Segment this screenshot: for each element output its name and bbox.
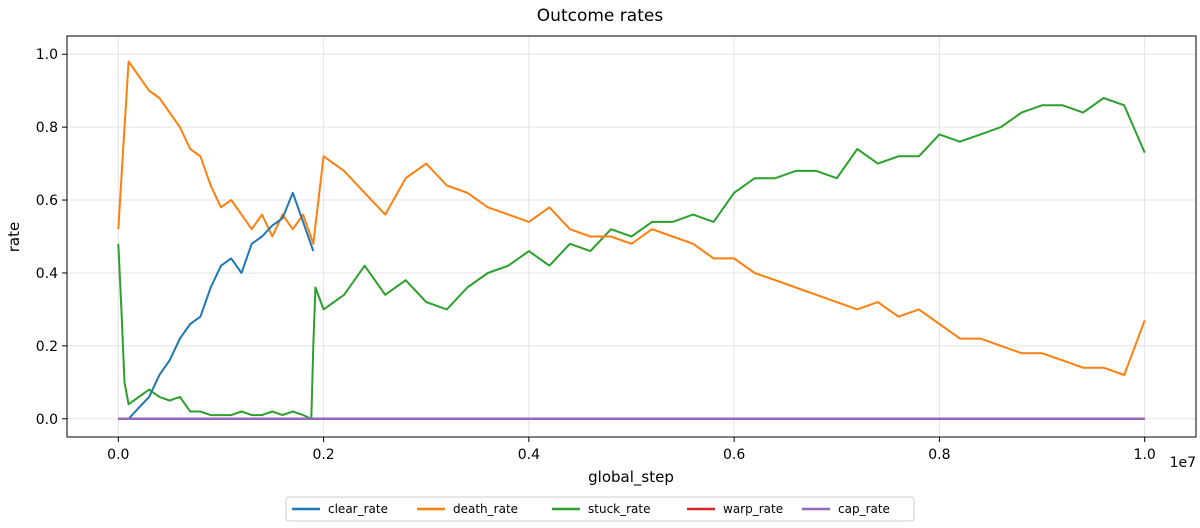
y-tick-label: 1.0 (36, 47, 58, 63)
legend-label-clear-rate: clear_rate (328, 502, 388, 516)
legend-label-death-rate: death_rate (453, 502, 518, 516)
x-axis-scale-label: 1e7 (1170, 455, 1196, 471)
legend-label-warp-rate: warp_rate (723, 502, 783, 516)
x-tick-label: 0.0 (107, 447, 129, 463)
x-tick-label: 0.2 (312, 447, 334, 463)
plot-area (66, 35, 1197, 438)
x-axis-label: global_step (588, 468, 674, 487)
legend: clear_rate death_rate stuck_rate warp_rate c… (285, 496, 915, 522)
x-tick-label: 0.6 (723, 447, 745, 463)
y-tick-label: 0.0 (36, 412, 58, 428)
y-axis-label: rate (5, 222, 23, 252)
legend-label-cap-rate: cap_rate (838, 502, 890, 516)
y-tick-label: 0.4 (36, 266, 58, 282)
y-tick-label: 0.8 (36, 120, 58, 136)
legend-box (285, 496, 915, 522)
y-tick-label: 0.6 (36, 193, 58, 209)
x-tick-label: 1.0 (1134, 447, 1156, 463)
chart-title: Outcome rates (537, 6, 664, 26)
x-axis: 0.0 0.2 0.4 0.6 0.8 1.0 (107, 437, 1156, 463)
legend-label-stuck-rate: stuck_rate (588, 502, 650, 516)
series-line-clear-rate (118, 191, 315, 420)
series-line-stuck-rate (117, 97, 1146, 420)
x-tick-label: 0.4 (518, 447, 540, 463)
series-lines (117, 60, 1146, 421)
x-tick-label: 0.8 (928, 447, 950, 463)
y-axis: 0.0 0.2 0.4 0.6 0.8 1.0 (36, 47, 67, 428)
y-tick-label: 0.2 (36, 339, 58, 355)
series-line-death-rate (117, 60, 1146, 376)
